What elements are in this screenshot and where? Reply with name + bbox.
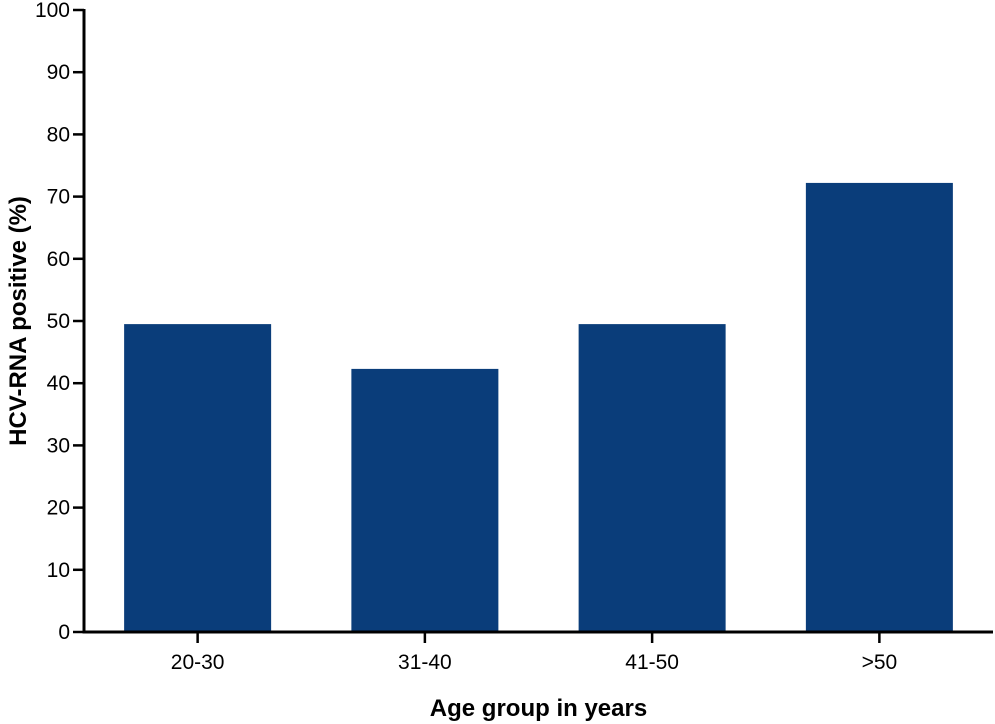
y-tick-label: 50 (47, 310, 70, 333)
bar (578, 324, 726, 632)
x-axis-ticks: 20-30 31-40 41-50 >50 (171, 632, 897, 674)
y-tick-label: 90 (47, 61, 70, 84)
y-tick-label: 30 (47, 434, 70, 457)
bar (351, 368, 499, 632)
y-axis-title: HCV-RNA positive (%) (5, 196, 32, 446)
bar (805, 182, 953, 632)
x-tick-label: 41-50 (625, 651, 679, 674)
x-axis-title: Age group in years (430, 695, 647, 722)
y-tick-label: 80 (47, 123, 70, 146)
y-tick-label: 60 (47, 248, 70, 271)
y-tick-label: 10 (47, 559, 70, 582)
y-tick-label: 0 (58, 621, 70, 644)
x-tick-label: 31-40 (398, 651, 452, 674)
x-tick-label: 20-30 (171, 651, 225, 674)
y-axis-ticks: 0 10 20 30 40 50 60 70 80 90 100 (35, 0, 84, 644)
y-tick-label: 70 (47, 186, 70, 209)
bar (124, 324, 272, 632)
x-tick-label: >50 (862, 651, 898, 674)
bars (124, 182, 953, 632)
y-tick-label: 40 (47, 372, 70, 395)
y-tick-label: 20 (47, 497, 70, 520)
y-tick-label: 100 (35, 0, 70, 22)
